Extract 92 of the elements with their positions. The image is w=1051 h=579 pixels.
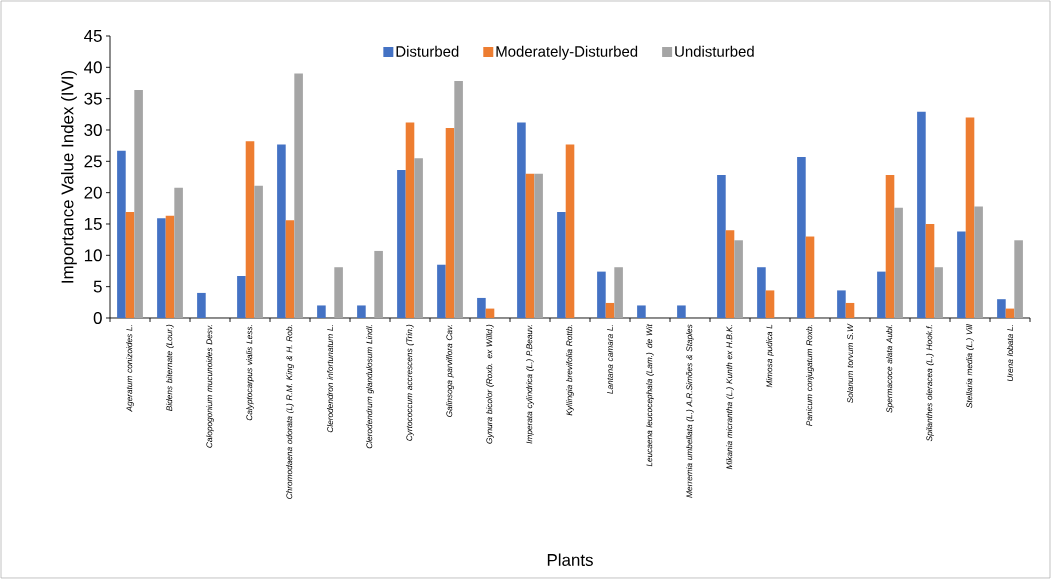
bar: [957, 231, 966, 318]
x-tick-label: Stellaria media (L.) Vill: [966, 324, 974, 408]
bar: [405, 122, 415, 318]
x-tick-label: Calyptocarpus vialis Less.: [246, 325, 254, 421]
bar: [534, 173, 543, 318]
bar: [677, 305, 686, 318]
x-tick-label: Clerodendron infortunatum L.: [326, 325, 334, 433]
y-tick-label: 45: [84, 30, 102, 42]
bar: [845, 302, 855, 318]
bar: [414, 158, 423, 318]
bar: [317, 305, 326, 318]
y-tick-label: 30: [84, 123, 102, 136]
bar: [197, 292, 206, 318]
bar: [477, 297, 486, 318]
bar: [374, 250, 383, 318]
legend-label: Moderately-Disturbed: [496, 45, 638, 60]
bar: [605, 302, 615, 318]
x-tick-label: Mikania micrantha (L.) Kunth ex H.B.K.: [726, 325, 734, 470]
bar: [965, 117, 975, 318]
y-tick-label: 10: [84, 249, 102, 262]
x-tick-label: Bidens biternate (Lour.): [166, 324, 174, 411]
bar: [285, 220, 295, 318]
x-tick-label: Solanum torvum S.W: [846, 323, 854, 403]
x-tick-label: Calopogonium mucunoides Desv.: [206, 325, 214, 448]
bar: [725, 230, 735, 318]
bar: [454, 81, 463, 318]
bar: [837, 290, 846, 318]
bar: [974, 206, 983, 318]
bar: [894, 207, 903, 318]
bar: [614, 267, 623, 318]
x-tick-label: Leucaena leucocephala (Lam.) de Wit: [646, 323, 654, 467]
bar: [997, 299, 1006, 318]
bar: [254, 185, 263, 318]
bar: [445, 128, 455, 318]
y-tick-label: 15: [84, 218, 102, 230]
bar: [117, 150, 126, 318]
bar: [245, 141, 255, 318]
y-tick-label: 40: [84, 61, 102, 74]
x-tick-label: Galinsoga parviflora Cav.: [446, 325, 454, 417]
y-tick-label: 5: [93, 280, 102, 293]
legend-label: Disturbed: [396, 45, 459, 57]
x-tick-label: Imperata cylindrica (L.) P.Beauv.: [526, 325, 534, 444]
bar: [334, 267, 343, 318]
bar: [525, 173, 535, 318]
x-tick-label: Spermacoce alata Aubl.: [886, 325, 894, 413]
bar: [557, 212, 566, 318]
bar: [1014, 240, 1023, 318]
bar: [917, 111, 926, 318]
x-tick-label: Cyrtococcum accrescens (Trin.): [406, 324, 414, 441]
bar: [165, 215, 175, 318]
x-tick-label: Clerodendrum glandulosum Lindl.: [366, 325, 374, 449]
bar: [397, 170, 406, 318]
bar: [717, 175, 726, 318]
bar: [765, 290, 775, 318]
y-tick-label: 25: [84, 155, 102, 168]
x-tick-label: Merremia umbellata (L.) A.R.Simões & Staples: [686, 324, 694, 498]
y-tick-label: 35: [84, 92, 102, 105]
bar: [565, 144, 575, 318]
bar: [517, 122, 526, 318]
legend-label: Undisturbed: [675, 45, 754, 57]
bar: [277, 144, 286, 318]
bar: [925, 223, 935, 318]
bar: [805, 236, 815, 318]
x-tick-label: Lantana camara L.: [607, 325, 613, 394]
x-tick-label: Chromodaena odorata (L) R.M. King & H. Rob.: [286, 325, 294, 499]
x-tick-label: Gynura bicolor (Roxb. ex Willd.): [486, 324, 494, 444]
bar: [877, 271, 886, 318]
bar: [125, 212, 135, 318]
y-axis-title: Importance Value Index (IVI): [61, 70, 77, 283]
x-tick-label: Panicum conjugatum Roxb.: [806, 325, 814, 426]
bar: [437, 264, 446, 318]
x-tick-label: Mimosa pudica L: [766, 324, 774, 388]
x-tick-label: Spilanthes oleracea (L.) Hook.f.: [926, 325, 934, 442]
bar: [734, 240, 743, 318]
bar: [357, 305, 366, 318]
bar: [134, 89, 143, 318]
bar: [237, 276, 246, 318]
y-tick-label: 20: [84, 186, 102, 199]
x-tick-label: Ageratum conizoides L.: [126, 325, 134, 412]
bar: [885, 175, 895, 318]
bar: [174, 187, 183, 318]
x-axis-title: Plants: [547, 553, 593, 566]
bar: [757, 267, 766, 318]
bar: [637, 305, 646, 318]
x-tick-label: Urena lobata L.: [1006, 325, 1014, 382]
bar: [157, 218, 166, 318]
x-tick-label: Kyllingia brevifolia Rottb.: [566, 325, 574, 416]
y-tick-label: 0: [93, 311, 102, 324]
bar: [934, 267, 943, 318]
bar: [597, 271, 606, 318]
bar: [294, 73, 303, 318]
bar: [797, 156, 806, 318]
